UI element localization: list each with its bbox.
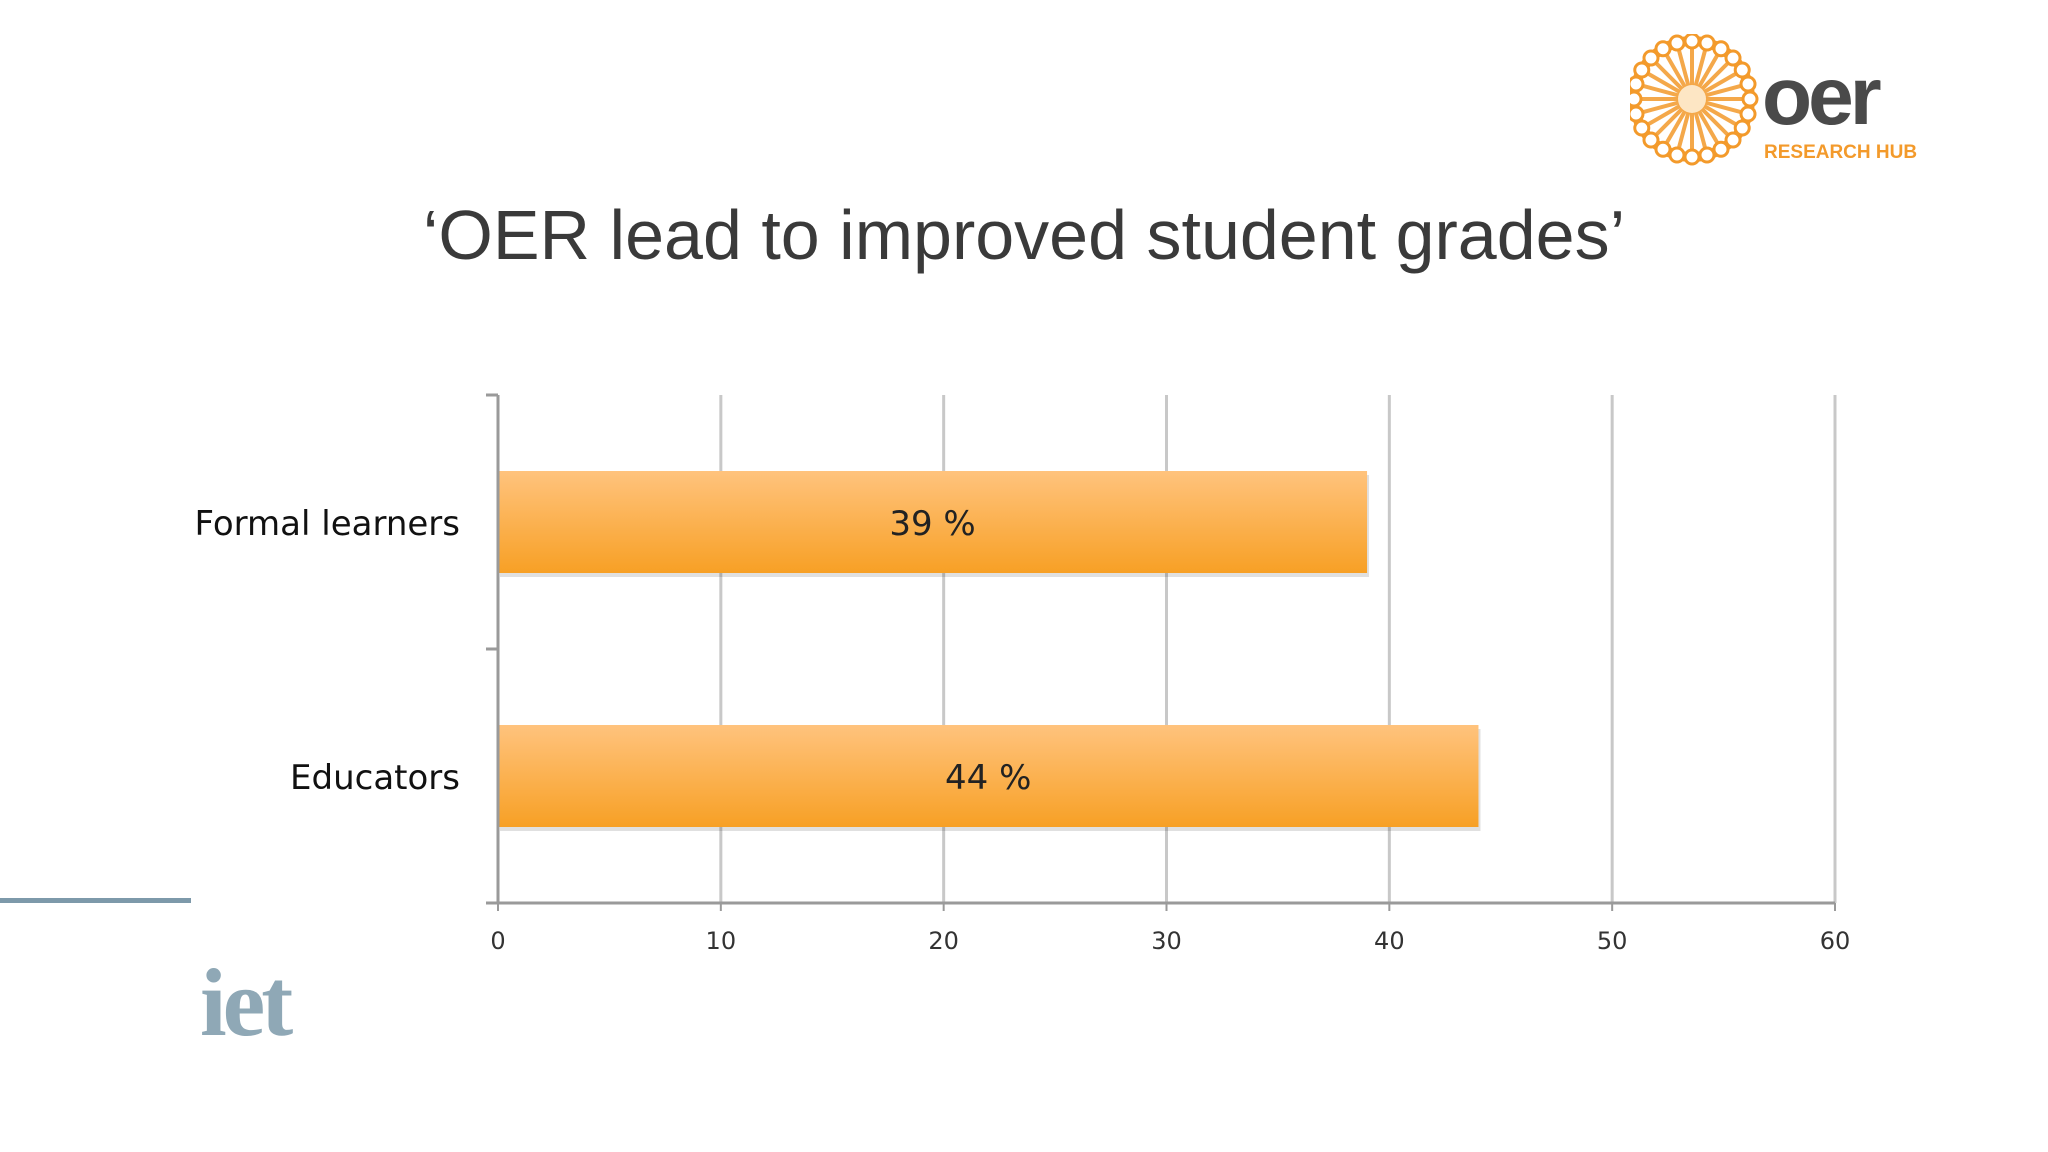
sun-ray-15 xyxy=(1654,61,1687,94)
x-tick-label-50: 50 xyxy=(1597,927,1628,955)
sun-ray-4 xyxy=(1695,105,1719,145)
sun-ray-1 xyxy=(1699,99,1743,114)
slide-title: ‘OER lead to improved student grades’ xyxy=(422,196,1626,274)
sun-icon xyxy=(1630,34,1759,166)
axes xyxy=(486,393,1836,911)
sun-bead-7 xyxy=(1668,146,1686,164)
sun-bead-21 xyxy=(1724,49,1742,67)
sun-bead-3 xyxy=(1724,131,1742,149)
sun-ray-5 xyxy=(1692,106,1707,150)
sun-bead-19 xyxy=(1698,34,1716,52)
sun-bead-9 xyxy=(1642,131,1660,149)
sun-ray-10 xyxy=(1646,102,1686,126)
sun-bead-1 xyxy=(1739,105,1757,123)
sun-bead-4 xyxy=(1712,140,1730,158)
data-label-1: 44 % xyxy=(945,758,1031,798)
sun-ray-2 xyxy=(1698,102,1738,126)
sun-ray-17 xyxy=(1677,48,1692,92)
bars xyxy=(498,471,1481,831)
sun-bead-8 xyxy=(1654,140,1672,158)
oer-research-hub-logo: oer RESEARCH HUB xyxy=(1630,34,1917,166)
sun-ray-22 xyxy=(1698,72,1738,96)
sun-ray-20 xyxy=(1695,53,1719,93)
sun-ray-14 xyxy=(1646,72,1686,96)
sun-bead-23 xyxy=(1739,75,1757,93)
sun-bead-2 xyxy=(1733,119,1751,137)
sun-ray-13 xyxy=(1641,84,1685,99)
sun-bead-15 xyxy=(1642,49,1660,67)
divider-line xyxy=(0,898,191,903)
x-tick-label-30: 30 xyxy=(1151,927,1182,955)
x-tick-label-40: 40 xyxy=(1374,927,1405,955)
sun-ray-16 xyxy=(1665,53,1689,93)
sun-ray-7 xyxy=(1677,106,1692,150)
sun-bead-14 xyxy=(1633,61,1651,79)
iet-logo: iet xyxy=(200,955,297,1050)
sun-ray-11 xyxy=(1641,99,1685,114)
bar-1 xyxy=(498,725,1479,827)
labels: 0 10 20 30 40 50 60 Formal learners 39 % Educator… xyxy=(195,504,1851,955)
sun-ray-3 xyxy=(1697,104,1730,137)
sun-core xyxy=(1678,85,1706,113)
sun-bead-13 xyxy=(1630,75,1645,93)
sun-bead-22 xyxy=(1733,61,1751,79)
sun-bead-10 xyxy=(1633,119,1651,137)
sun-ray-8 xyxy=(1665,105,1689,145)
sun-ray-19 xyxy=(1692,48,1707,92)
x-tick-label-60: 60 xyxy=(1820,927,1851,955)
sun-bead-16 xyxy=(1654,40,1672,58)
sun-bead-20 xyxy=(1712,40,1730,58)
bar-0 xyxy=(498,471,1368,573)
iet-logo-word: iet xyxy=(200,955,293,1050)
category-label-0: Formal learners xyxy=(195,504,460,544)
x-tick-label-0: 0 xyxy=(490,927,505,955)
sun-ray-21 xyxy=(1697,61,1730,94)
sun-ray-23 xyxy=(1699,84,1743,99)
sun-ray-9 xyxy=(1654,104,1687,137)
x-tick-label-20: 20 xyxy=(928,927,959,955)
oer-logo-subtitle: RESEARCH HUB xyxy=(1764,142,1917,163)
category-label-1: Educators xyxy=(290,758,460,798)
oer-logo-word: oer xyxy=(1762,51,1881,142)
data-label-0: 39 % xyxy=(889,504,975,544)
x-tick-label-10: 10 xyxy=(706,927,737,955)
